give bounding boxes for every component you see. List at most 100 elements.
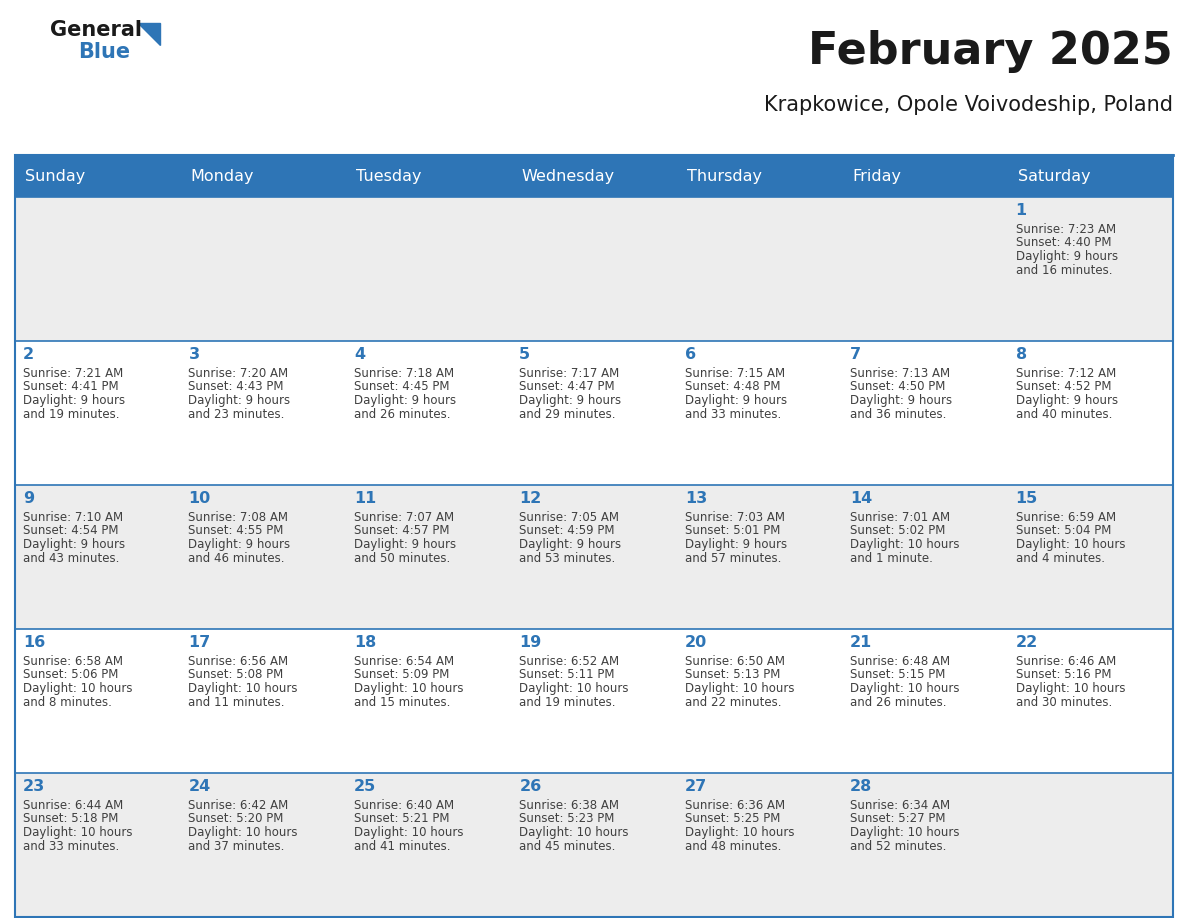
Text: Daylight: 9 hours: Daylight: 9 hours — [189, 538, 291, 551]
Text: Daylight: 10 hours: Daylight: 10 hours — [1016, 538, 1125, 551]
Text: Sunset: 4:52 PM: Sunset: 4:52 PM — [1016, 380, 1111, 394]
Text: Sunset: 4:40 PM: Sunset: 4:40 PM — [1016, 237, 1111, 250]
Text: 12: 12 — [519, 491, 542, 506]
Text: Sunrise: 7:13 AM: Sunrise: 7:13 AM — [851, 367, 950, 380]
Text: Sunrise: 7:17 AM: Sunrise: 7:17 AM — [519, 367, 619, 380]
Text: 21: 21 — [851, 635, 872, 650]
Text: Daylight: 10 hours: Daylight: 10 hours — [851, 826, 960, 839]
Text: Daylight: 9 hours: Daylight: 9 hours — [354, 394, 456, 407]
Text: and 11 minutes.: and 11 minutes. — [189, 696, 285, 709]
Text: Daylight: 9 hours: Daylight: 9 hours — [1016, 394, 1118, 407]
Text: 11: 11 — [354, 491, 377, 506]
Text: 22: 22 — [1016, 635, 1038, 650]
Text: and 29 minutes.: and 29 minutes. — [519, 408, 615, 420]
Text: Sunrise: 7:07 AM: Sunrise: 7:07 AM — [354, 511, 454, 524]
Text: Sunrise: 7:21 AM: Sunrise: 7:21 AM — [23, 367, 124, 380]
Text: and 41 minutes.: and 41 minutes. — [354, 839, 450, 853]
Text: Sunrise: 6:48 AM: Sunrise: 6:48 AM — [851, 655, 950, 668]
Text: Sunset: 4:57 PM: Sunset: 4:57 PM — [354, 524, 449, 538]
Text: Daylight: 9 hours: Daylight: 9 hours — [1016, 250, 1118, 263]
Text: 20: 20 — [684, 635, 707, 650]
Text: Sunset: 5:09 PM: Sunset: 5:09 PM — [354, 668, 449, 681]
Bar — [15, 485, 1173, 629]
Text: 5: 5 — [519, 347, 530, 362]
Text: Thursday: Thursday — [687, 169, 762, 184]
Text: 16: 16 — [23, 635, 45, 650]
Text: Daylight: 10 hours: Daylight: 10 hours — [23, 826, 133, 839]
Text: Tuesday: Tuesday — [356, 169, 422, 184]
Text: and 15 minutes.: and 15 minutes. — [354, 696, 450, 709]
Text: Daylight: 9 hours: Daylight: 9 hours — [519, 538, 621, 551]
Text: and 1 minute.: and 1 minute. — [851, 552, 933, 565]
Text: Sunrise: 7:12 AM: Sunrise: 7:12 AM — [1016, 367, 1116, 380]
Text: Sunrise: 7:23 AM: Sunrise: 7:23 AM — [1016, 223, 1116, 236]
Text: 1: 1 — [1016, 203, 1026, 218]
Text: Daylight: 9 hours: Daylight: 9 hours — [189, 394, 291, 407]
Text: 26: 26 — [519, 779, 542, 794]
Text: Sunset: 5:01 PM: Sunset: 5:01 PM — [684, 524, 781, 538]
Text: 27: 27 — [684, 779, 707, 794]
Text: and 4 minutes.: and 4 minutes. — [1016, 552, 1105, 565]
Text: Sunrise: 7:08 AM: Sunrise: 7:08 AM — [189, 511, 289, 524]
Text: Sunset: 5:08 PM: Sunset: 5:08 PM — [189, 668, 284, 681]
Text: and 30 minutes.: and 30 minutes. — [1016, 696, 1112, 709]
Text: Sunset: 4:47 PM: Sunset: 4:47 PM — [519, 380, 615, 394]
Text: Sunset: 5:02 PM: Sunset: 5:02 PM — [851, 524, 946, 538]
Text: Friday: Friday — [852, 169, 902, 184]
Text: Sunset: 4:55 PM: Sunset: 4:55 PM — [189, 524, 284, 538]
Text: Sunset: 5:06 PM: Sunset: 5:06 PM — [23, 668, 119, 681]
Text: Monday: Monday — [190, 169, 254, 184]
Text: Sunrise: 6:54 AM: Sunrise: 6:54 AM — [354, 655, 454, 668]
Text: and 40 minutes.: and 40 minutes. — [1016, 408, 1112, 420]
Text: 3: 3 — [189, 347, 200, 362]
Text: Sunset: 4:45 PM: Sunset: 4:45 PM — [354, 380, 449, 394]
Text: Sunset: 4:54 PM: Sunset: 4:54 PM — [23, 524, 119, 538]
Text: Sunrise: 6:52 AM: Sunrise: 6:52 AM — [519, 655, 619, 668]
Text: Daylight: 9 hours: Daylight: 9 hours — [354, 538, 456, 551]
Text: Daylight: 9 hours: Daylight: 9 hours — [519, 394, 621, 407]
Text: Sunrise: 6:50 AM: Sunrise: 6:50 AM — [684, 655, 785, 668]
Bar — [15, 773, 1173, 917]
Text: Daylight: 9 hours: Daylight: 9 hours — [23, 538, 125, 551]
Text: 28: 28 — [851, 779, 872, 794]
Text: Daylight: 10 hours: Daylight: 10 hours — [519, 682, 628, 695]
Text: 18: 18 — [354, 635, 377, 650]
Text: and 48 minutes.: and 48 minutes. — [684, 839, 781, 853]
Text: General: General — [50, 20, 143, 40]
Text: Daylight: 10 hours: Daylight: 10 hours — [354, 682, 463, 695]
Text: Sunrise: 7:03 AM: Sunrise: 7:03 AM — [684, 511, 785, 524]
Text: and 46 minutes.: and 46 minutes. — [189, 552, 285, 565]
Text: Sunrise: 6:42 AM: Sunrise: 6:42 AM — [189, 799, 289, 812]
Text: Daylight: 9 hours: Daylight: 9 hours — [684, 538, 786, 551]
Text: Daylight: 10 hours: Daylight: 10 hours — [23, 682, 133, 695]
Text: Sunday: Sunday — [25, 169, 86, 184]
Text: and 52 minutes.: and 52 minutes. — [851, 839, 947, 853]
Text: Sunset: 5:27 PM: Sunset: 5:27 PM — [851, 812, 946, 825]
Bar — [15, 155, 1173, 917]
Text: and 50 minutes.: and 50 minutes. — [354, 552, 450, 565]
Text: Daylight: 9 hours: Daylight: 9 hours — [23, 394, 125, 407]
Text: Sunset: 4:50 PM: Sunset: 4:50 PM — [851, 380, 946, 394]
Text: and 19 minutes.: and 19 minutes. — [23, 408, 120, 420]
Text: Krapkowice, Opole Voivodeship, Poland: Krapkowice, Opole Voivodeship, Poland — [764, 95, 1173, 115]
Text: Sunset: 5:11 PM: Sunset: 5:11 PM — [519, 668, 614, 681]
Text: Sunset: 4:48 PM: Sunset: 4:48 PM — [684, 380, 781, 394]
Text: 19: 19 — [519, 635, 542, 650]
Text: Daylight: 10 hours: Daylight: 10 hours — [851, 538, 960, 551]
Text: Sunrise: 6:38 AM: Sunrise: 6:38 AM — [519, 799, 619, 812]
Text: 25: 25 — [354, 779, 377, 794]
Text: Sunrise: 6:36 AM: Sunrise: 6:36 AM — [684, 799, 785, 812]
Text: 7: 7 — [851, 347, 861, 362]
Text: Sunset: 5:15 PM: Sunset: 5:15 PM — [851, 668, 946, 681]
Text: Sunset: 5:13 PM: Sunset: 5:13 PM — [684, 668, 781, 681]
Text: and 37 minutes.: and 37 minutes. — [189, 839, 285, 853]
Bar — [15, 197, 1173, 341]
Text: Sunset: 5:18 PM: Sunset: 5:18 PM — [23, 812, 119, 825]
Text: and 26 minutes.: and 26 minutes. — [354, 408, 450, 420]
Text: and 23 minutes.: and 23 minutes. — [189, 408, 285, 420]
Text: Sunrise: 6:40 AM: Sunrise: 6:40 AM — [354, 799, 454, 812]
Text: and 45 minutes.: and 45 minutes. — [519, 839, 615, 853]
Text: and 8 minutes.: and 8 minutes. — [23, 696, 112, 709]
Text: Sunrise: 7:10 AM: Sunrise: 7:10 AM — [23, 511, 124, 524]
Polygon shape — [138, 23, 160, 45]
